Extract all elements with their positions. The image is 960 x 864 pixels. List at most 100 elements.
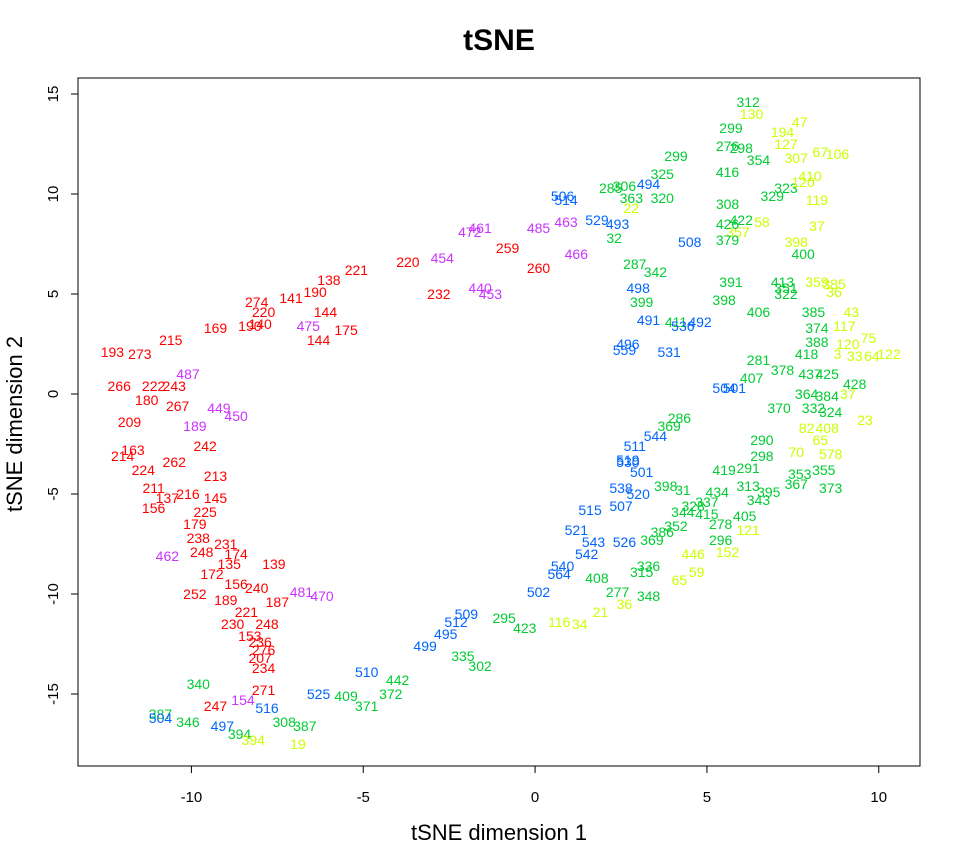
data-point-label: 298 [730,140,754,156]
data-point-label: 23 [857,412,873,428]
data-point-label: 135 [218,556,242,572]
data-point-label: 369 [657,418,681,434]
data-point-label: 138 [317,272,341,288]
data-point-label: 156 [142,500,166,516]
data-point-label: 371 [355,698,379,714]
x-axis-label: tSNE dimension 1 [411,820,587,845]
data-point-label: 543 [582,534,606,550]
data-point-label: 564 [547,566,571,582]
data-point-label: 408 [816,420,840,436]
data-point-label: 234 [252,660,276,676]
data-point-label: 395 [757,484,781,500]
y-axis: -15 -10 -5 0 5 10 15 [45,86,79,705]
data-point-label: 117 [833,318,856,334]
x-tick-label: 5 [703,789,711,806]
data-point-label: 413 [771,274,795,290]
data-point-label: 521 [565,522,589,538]
data-point-label: 122 [877,346,901,362]
data-point-label: 120 [836,336,860,352]
data-point-label: 320 [651,190,675,206]
data-point-label: 220 [396,254,420,270]
data-point-label: 262 [163,454,187,470]
data-point-label: 271 [252,682,276,698]
data-point-label: 504 [149,710,173,726]
data-point-label: 446 [681,546,705,562]
data-point-label: 385 [822,276,846,292]
data-point-label: 243 [163,378,187,394]
y-tick-label: 5 [45,290,62,298]
data-point-label: 172 [200,566,224,582]
data-point-label: 379 [716,232,740,248]
data-point-label: 285 [599,180,623,196]
data-point-label: 322 [774,286,798,302]
data-point-label: 216 [176,486,200,502]
data-point-label: 512 [444,614,468,630]
data-point-label: 215 [159,332,183,348]
data-point-label: 514 [554,192,578,208]
data-point-label: 144 [307,332,331,348]
data-point-label: 209 [118,414,142,430]
data-point-label: 119 [806,192,829,208]
data-point-label: 236 [248,634,272,650]
data-point-label: 308 [273,714,297,730]
data-point-label: 242 [193,438,217,454]
data-point-label: 516 [255,700,279,716]
data-point-label: 544 [644,428,668,444]
data-point-label: 340 [187,676,211,692]
data-point-label: 409 [334,688,358,704]
data-point-label: 369 [640,532,664,548]
data-point-label: 342 [644,264,668,280]
data-point-label: 220 [252,304,276,320]
data-point-label: 324 [819,404,843,420]
y-tick-label: 10 [45,186,62,203]
data-point-label: 363 [620,190,644,206]
data-point-label: 273 [128,346,152,362]
data-point-label: 152 [716,544,740,560]
y-tick-label: -10 [45,583,62,605]
data-point-label: 221 [345,262,369,278]
data-point-label: 337 [695,494,719,510]
data-point-label: 508 [678,234,702,250]
data-point-label: 140 [248,316,272,332]
data-point-label: 394 [228,726,252,742]
data-point-label: 67 [813,144,829,160]
data-point-label: 525 [307,686,331,702]
data-point-label: 211 [142,480,165,496]
data-point-label: 423 [513,620,537,636]
data-point-label: 472 [458,224,482,240]
data-point-label: 487 [176,366,200,382]
data-point-label: 116 [548,614,571,630]
data-point-label: 496 [616,336,640,352]
data-point-label: 248 [255,616,279,632]
x-tick-label: -5 [357,789,370,806]
data-point-label: 32 [606,230,622,246]
data-point-label: 298 [750,448,774,464]
data-point-label: 498 [627,280,651,296]
data-point-label: 323 [774,180,798,196]
data-point-label: 529 [585,212,609,228]
data-point-label: 422 [730,212,754,228]
data-point-label: 437 [798,366,822,382]
data-point-label: 499 [413,638,437,654]
data-point-label: 485 [527,220,551,236]
data-point-label: 378 [771,362,795,378]
data-point-label: 415 [695,506,719,522]
data-point-label: 267 [166,398,190,414]
data-point-label: 225 [193,504,217,520]
data-point-label: 453 [479,286,503,302]
data-point-label: 386 [651,524,675,540]
data-point-label: 328 [681,498,705,514]
data-point-label: 207 [248,650,272,666]
data-point-label: 329 [761,188,785,204]
data-point-label: 37 [840,386,856,402]
data-point-label: 406 [747,304,771,320]
data-point-label: 411 [665,314,688,330]
data-point-label: 504 [712,380,736,396]
data-point-label: 156 [224,576,248,592]
data-point-label: 410 [798,168,822,184]
data-point-label: 291 [736,460,760,476]
data-point-label: 351 [774,280,798,296]
data-point-label: 470 [310,588,334,604]
data-point-label: 348 [637,588,661,604]
data-point-label: 332 [802,400,826,416]
